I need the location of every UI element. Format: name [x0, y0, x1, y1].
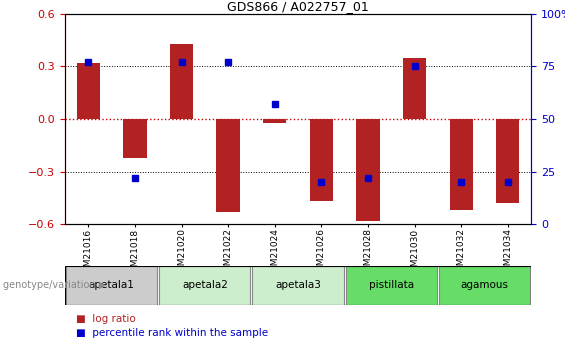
Bar	[123, 119, 146, 158]
Bar	[253, 266, 344, 305]
Text: apetala1: apetala1	[89, 280, 134, 290]
Text: ■  log ratio: ■ log ratio	[76, 314, 136, 324]
Bar	[310, 119, 333, 201]
Text: agamous: agamous	[460, 280, 508, 290]
Bar	[159, 266, 250, 305]
Bar	[77, 63, 100, 119]
Bar	[357, 119, 380, 221]
Bar	[346, 266, 437, 305]
Text: ■  percentile rank within the sample: ■ percentile rank within the sample	[76, 328, 268, 338]
Text: apetala3: apetala3	[275, 280, 321, 290]
Bar	[439, 266, 530, 305]
Text: apetala2: apetala2	[182, 280, 228, 290]
Bar	[403, 58, 426, 119]
Bar	[66, 266, 157, 305]
Title: GDS866 / A022757_01: GDS866 / A022757_01	[227, 0, 369, 13]
Text: genotype/variation ▶: genotype/variation ▶	[3, 280, 106, 290]
Bar	[496, 119, 519, 203]
Bar	[216, 119, 240, 212]
Bar	[170, 43, 193, 119]
Bar	[450, 119, 473, 210]
Bar	[263, 119, 286, 122]
Text: pistillata: pistillata	[369, 280, 414, 290]
